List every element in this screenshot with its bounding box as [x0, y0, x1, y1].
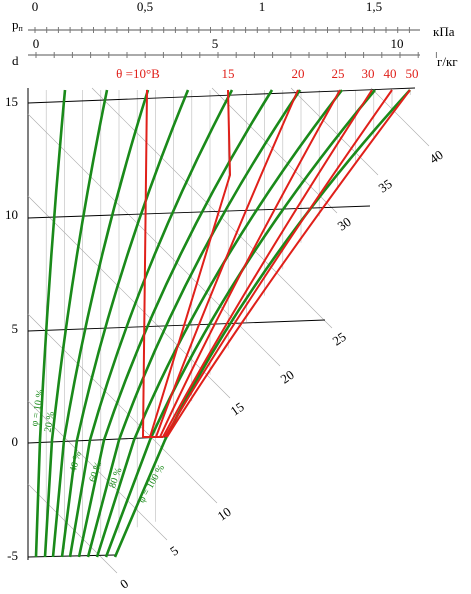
wet-bulb-label: 25: [332, 66, 345, 81]
moisture-tick: 5: [212, 36, 219, 51]
isotherm: [27, 554, 116, 558]
temperature-tick: 10: [5, 207, 18, 222]
isotherm: [27, 205, 371, 219]
wet-bulb-line: [141, 89, 163, 438]
moisture-tick: 0: [33, 36, 40, 51]
wet-bulb-line: [166, 89, 411, 438]
pressure-symbol: pп: [12, 17, 24, 33]
humidity-curve: [77, 89, 274, 558]
humidity-curve: [60, 89, 190, 558]
wet-bulb-label: 15: [222, 66, 235, 81]
enthalpy-label: 0: [117, 576, 131, 592]
curves: [27, 87, 416, 558]
temperature-tick: -5: [7, 548, 18, 563]
wet-bulb-label: θ =10°B: [116, 66, 160, 81]
enthalpy-line: [27, 113, 281, 367]
enthalpy-label: 25: [330, 329, 349, 349]
enthalpy-label: 30: [335, 214, 354, 234]
enthalpy-label: 10: [215, 504, 234, 524]
enthalpy-line: [370, 87, 430, 147]
enthalpy-line: [27, 483, 118, 574]
enthalpy-line: [27, 195, 231, 399]
wet-bulb-line: [155, 89, 299, 438]
grid: [27, 27, 437, 574]
enthalpy-label: 15: [228, 399, 247, 419]
humidity-curve: [68, 89, 234, 558]
pressure-tick: 1,5: [366, 0, 382, 14]
humidity-label: 60 %: [87, 460, 104, 483]
pressure-tick: 0,5: [137, 0, 153, 14]
isotherm: [27, 87, 416, 104]
humidity-label: 40 %: [68, 450, 84, 473]
wet-bulb-label: 50: [406, 66, 419, 81]
enthalpy-line: [290, 87, 379, 176]
subscript: п: [19, 24, 24, 33]
wet-bulb-line: [159, 89, 341, 438]
wet-bulb-line: [149, 89, 232, 438]
isotherm: [27, 319, 326, 332]
humidity-curve: [34, 89, 67, 558]
wet-bulb-line: [162, 89, 373, 438]
moisture-tick: 10: [391, 36, 404, 51]
enthalpy-label: 40: [427, 147, 446, 167]
wet-bulb-line: [164, 89, 393, 438]
pressure-tick: 1: [259, 0, 266, 14]
temperature-tick: 0: [12, 434, 19, 449]
pressure-tick: 0: [32, 0, 39, 14]
pressure-unit: кПа: [433, 24, 455, 39]
enthalpy-label: 35: [376, 176, 395, 196]
humidity-curve: [95, 89, 344, 558]
humidity-label: 20 %: [43, 411, 57, 433]
humidity-curve: [86, 89, 302, 558]
enthalpy-label: 20: [278, 367, 297, 387]
wet-bulb-label: 40: [384, 66, 397, 81]
enthalpy-line: [27, 313, 218, 504]
moisture-unit: г/кг: [437, 54, 458, 69]
humidity-curve: [51, 89, 150, 558]
temperature-tick: 5: [12, 321, 19, 336]
enthalpy-label: 5: [167, 543, 181, 559]
wet-bulb-label: 20: [292, 66, 305, 81]
temperature-tick: 15: [5, 94, 18, 109]
enthalpy-line: [91, 87, 333, 329]
humidity-curve: [43, 89, 109, 558]
enthalpy-line: [211, 87, 338, 214]
wet-bulb-label: 30: [362, 66, 375, 81]
moisture-symbol: d: [12, 53, 19, 68]
